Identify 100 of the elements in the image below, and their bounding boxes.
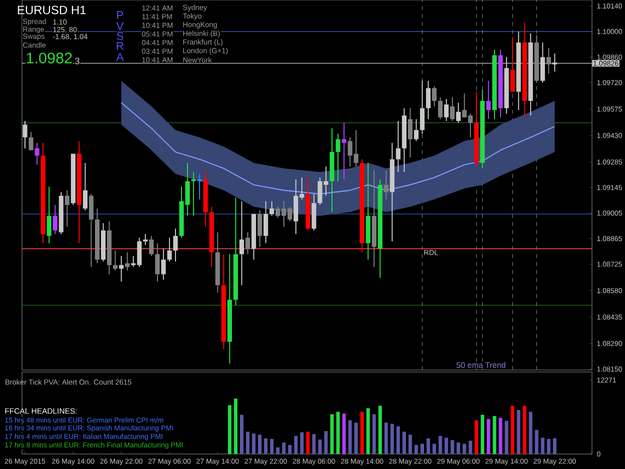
bar — [378, 406, 382, 454]
candlestick — [540, 42, 545, 84]
bar — [546, 438, 550, 454]
candlestick — [161, 248, 166, 280]
bar — [270, 438, 274, 454]
annotation: 1.0982 — [26, 52, 72, 64]
bar — [474, 420, 478, 454]
bar — [360, 412, 364, 454]
candlestick — [438, 96, 443, 120]
candlestick — [270, 200, 274, 216]
bar — [228, 405, 232, 454]
bar — [552, 438, 556, 454]
bar — [342, 414, 346, 454]
bar — [240, 414, 244, 454]
bar — [450, 440, 454, 454]
annotation: 50 ema Trend — [456, 362, 506, 368]
candlestick — [552, 52, 557, 72]
candlestick — [113, 250, 118, 272]
candlestick — [396, 120, 400, 173]
bar — [282, 442, 286, 454]
bar — [324, 431, 328, 454]
bar — [234, 398, 238, 454]
bar — [480, 414, 484, 454]
annotation: P — [117, 11, 124, 19]
bar — [246, 432, 250, 454]
candlestick — [432, 86, 437, 107]
bar — [354, 422, 358, 454]
bar — [300, 432, 304, 454]
candlestick — [173, 228, 178, 262]
candlestick — [510, 36, 515, 92]
candlestick — [149, 235, 154, 256]
bar — [516, 410, 520, 454]
candlestick — [384, 170, 388, 200]
bar — [318, 440, 322, 454]
bar — [348, 420, 352, 454]
annotation: S — [116, 32, 124, 40]
bar — [306, 432, 310, 454]
bar — [444, 438, 448, 454]
candlestick — [82, 162, 88, 211]
candlestick — [257, 210, 262, 248]
bar — [426, 438, 430, 454]
annotation: 3 — [75, 58, 80, 64]
bar — [258, 434, 262, 454]
annotation: A — [116, 53, 124, 61]
candlestick — [88, 193, 94, 268]
bar — [372, 414, 376, 454]
bar — [414, 444, 418, 454]
bar — [462, 444, 466, 454]
candlestick — [245, 232, 250, 255]
candlestick — [46, 186, 52, 244]
candlestick — [336, 133, 340, 182]
bar — [276, 447, 280, 454]
candlestick — [28, 131, 34, 151]
chart-title: EURUSD H1 — [18, 6, 86, 14]
candlestick — [444, 98, 449, 122]
candlestick — [408, 108, 413, 158]
candlestick — [22, 120, 28, 149]
candlestick — [34, 142, 40, 166]
annotation: V — [116, 22, 124, 30]
candlestick — [342, 122, 346, 180]
candlestick — [420, 80, 425, 134]
bar — [408, 434, 412, 454]
candlestick — [263, 200, 268, 244]
candlestick — [52, 204, 58, 235]
bar — [522, 406, 526, 454]
bar — [264, 438, 268, 454]
candlestick — [167, 237, 172, 262]
bar — [528, 412, 532, 454]
candlestick — [119, 255, 124, 282]
bar — [432, 444, 436, 454]
bar — [438, 436, 442, 454]
candlestick — [426, 80, 431, 120]
annotation: R — [116, 42, 124, 50]
candlestick — [143, 234, 148, 246]
bar — [540, 438, 544, 454]
candlestick — [125, 252, 130, 272]
bar — [456, 442, 460, 454]
bar — [498, 418, 502, 454]
candlestick — [486, 80, 491, 120]
bar — [384, 422, 388, 454]
candlestick — [456, 102, 461, 124]
bar — [294, 436, 298, 454]
bar — [396, 426, 400, 454]
bar — [288, 444, 292, 454]
bar — [312, 434, 316, 454]
bar — [468, 440, 472, 454]
candlestick — [239, 200, 244, 286]
bar — [534, 430, 538, 454]
bar — [390, 424, 394, 454]
bar — [252, 434, 256, 454]
bar — [420, 444, 424, 454]
bar — [504, 420, 508, 454]
candlestick — [414, 118, 419, 142]
candlestick — [546, 47, 551, 74]
candlestick — [450, 96, 455, 122]
bar — [366, 408, 370, 454]
bar — [486, 419, 490, 454]
candlestick — [155, 242, 160, 282]
bar — [510, 406, 514, 454]
bar — [402, 432, 406, 454]
